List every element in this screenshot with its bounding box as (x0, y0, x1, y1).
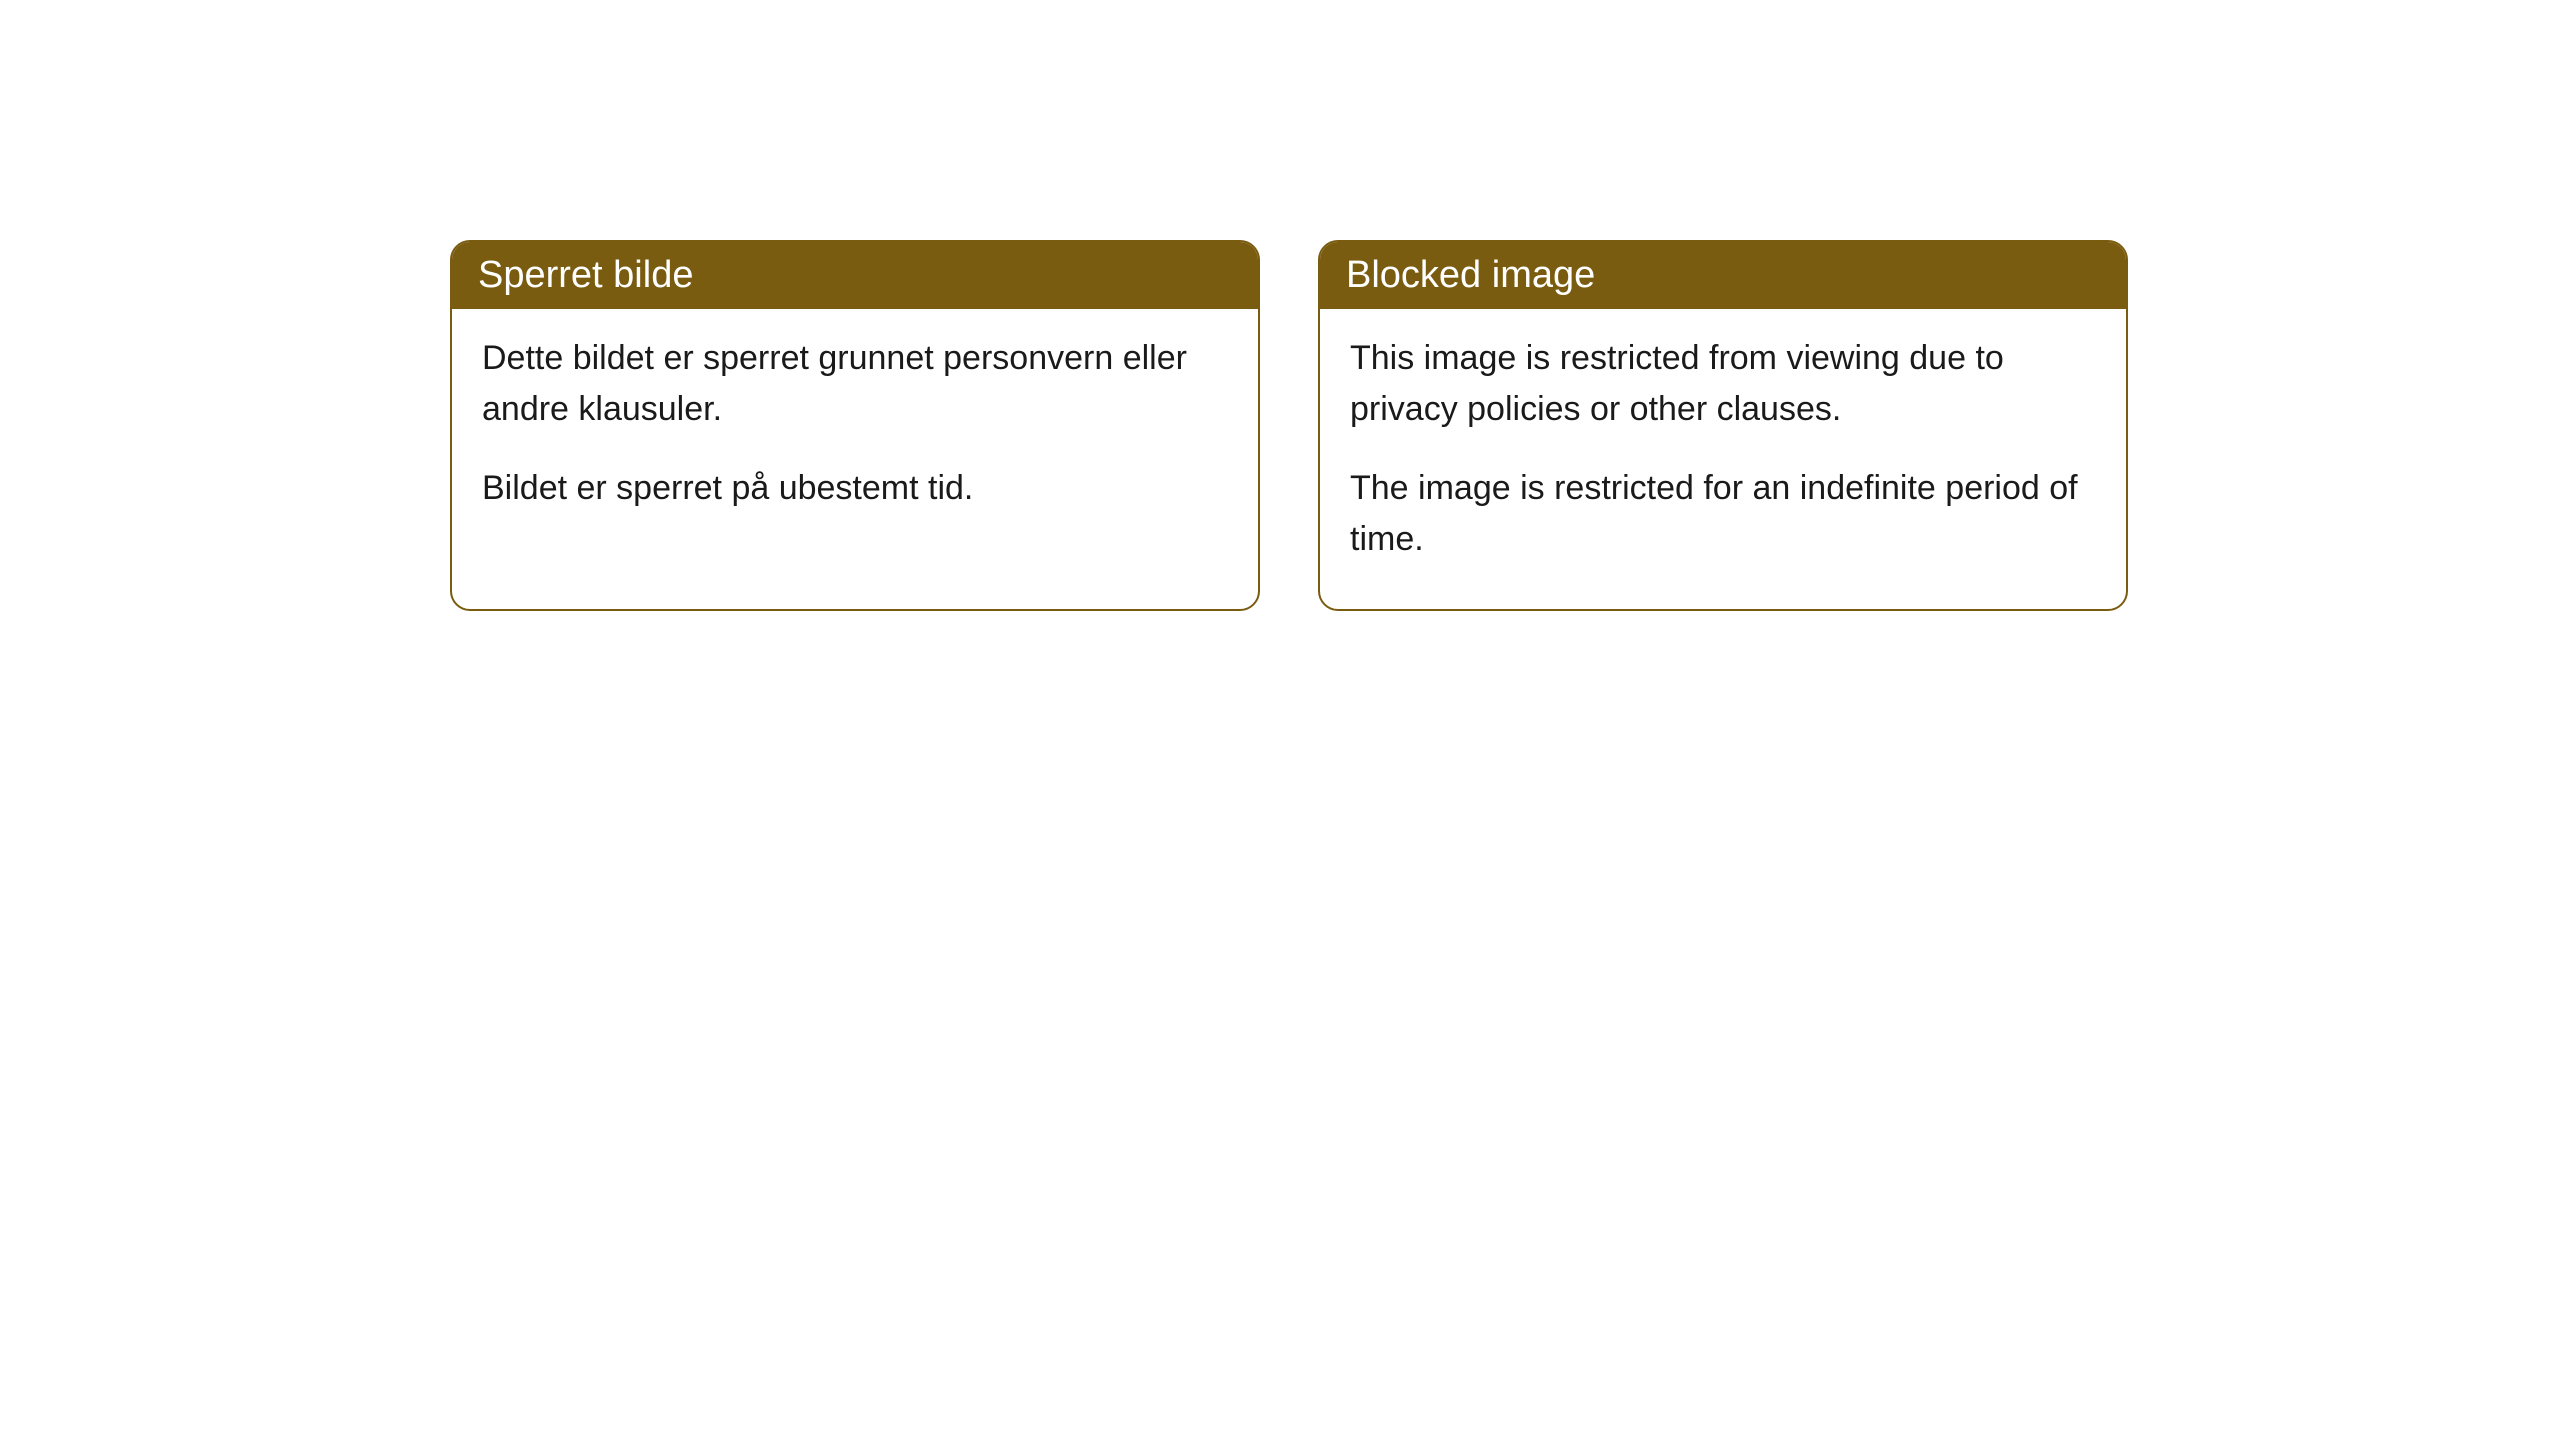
card-body: Dette bildet er sperret grunnet personve… (452, 309, 1258, 558)
card-body: This image is restricted from viewing du… (1320, 309, 2126, 609)
card-paragraph-1: This image is restricted from viewing du… (1350, 333, 2096, 435)
card-paragraph-1: Dette bildet er sperret grunnet personve… (482, 333, 1228, 435)
card-paragraph-2: Bildet er sperret på ubestemt tid. (482, 463, 1228, 514)
card-header: Sperret bilde (452, 242, 1258, 309)
blocked-image-card-norwegian: Sperret bilde Dette bildet er sperret gr… (450, 240, 1260, 611)
blocked-image-card-english: Blocked image This image is restricted f… (1318, 240, 2128, 611)
card-header: Blocked image (1320, 242, 2126, 309)
info-cards-container: Sperret bilde Dette bildet er sperret gr… (450, 240, 2128, 611)
card-title: Sperret bilde (478, 254, 693, 296)
card-title: Blocked image (1346, 254, 1595, 296)
card-paragraph-2: The image is restricted for an indefinit… (1350, 463, 2096, 565)
